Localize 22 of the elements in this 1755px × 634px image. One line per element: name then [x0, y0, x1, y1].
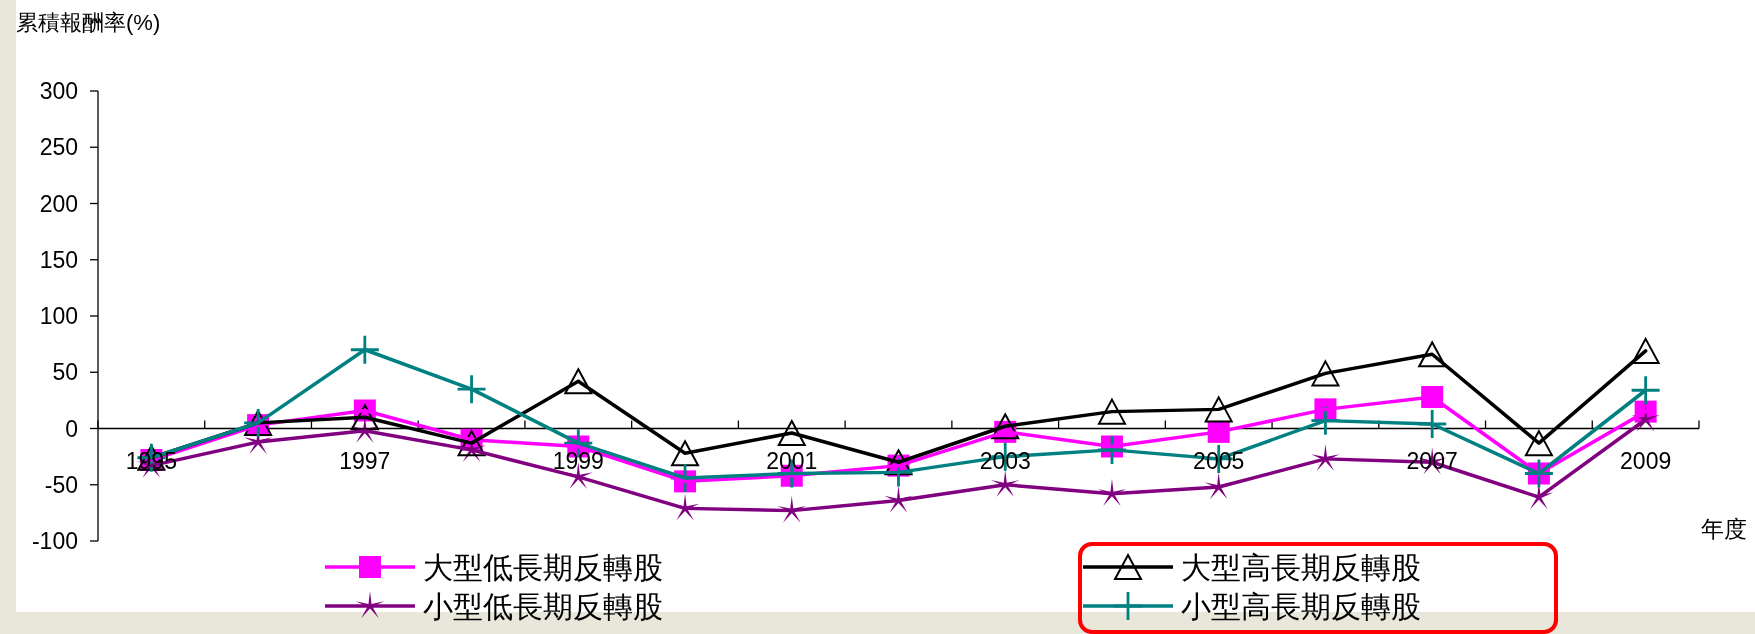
y-tick-label: -50 — [44, 471, 78, 498]
x-tick-label: 2009 — [1620, 447, 1672, 474]
legend-label: 大型低長期反轉股 — [423, 550, 663, 585]
x-tick-label: 1999 — [552, 447, 604, 474]
legend-label: 小型高長期反轉股 — [1181, 589, 1421, 624]
y-axis-title: 累積報酬率(%) — [16, 10, 161, 35]
x-tick-label: 1997 — [339, 447, 391, 474]
point — [1097, 398, 1126, 425]
point — [350, 335, 379, 364]
y-tick-label: 300 — [39, 78, 78, 104]
legend-label: 大型高長期反轉股 — [1181, 550, 1421, 585]
y-tick-label: -100 — [31, 528, 78, 554]
y-tick-label: 200 — [39, 190, 78, 217]
legend-label: 小型低長期反轉股 — [423, 589, 663, 624]
x-axis-title: 年度 — [1701, 516, 1747, 542]
y-tick-label: 250 — [39, 134, 78, 161]
y-tick-label: 0 — [65, 415, 78, 442]
point — [1631, 376, 1660, 405]
x-tick-label: 2001 — [766, 447, 818, 474]
y-tick-label: 100 — [39, 303, 78, 329]
y-tick-label: 50 — [52, 359, 78, 386]
y-tick-label: 150 — [39, 246, 78, 273]
